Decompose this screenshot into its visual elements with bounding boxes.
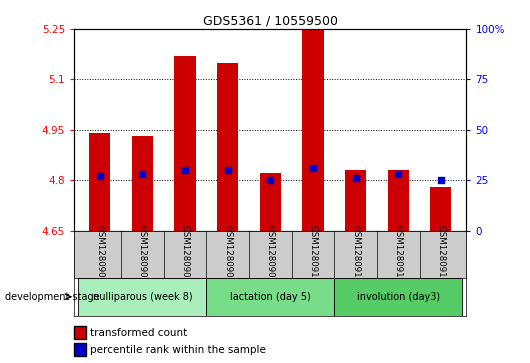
Bar [89, 133, 110, 231]
Text: GSM1280906: GSM1280906 [138, 225, 147, 283]
Text: GSM1280907: GSM1280907 [181, 225, 190, 283]
Text: GSM1280909: GSM1280909 [266, 225, 275, 283]
Bar [78, 278, 206, 316]
Point [95, 173, 104, 179]
Bar [302, 29, 324, 231]
Text: development stage: development stage [5, 291, 100, 302]
Point [308, 165, 317, 171]
Bar [260, 174, 281, 231]
Point [351, 175, 360, 181]
Bar [206, 278, 334, 316]
Bar [217, 62, 238, 231]
Text: GSM1280910: GSM1280910 [308, 225, 317, 283]
Text: lactation (day 5): lactation (day 5) [230, 292, 311, 302]
Text: involution (day3): involution (day3) [357, 292, 440, 302]
Point [181, 167, 189, 173]
Point [266, 177, 275, 183]
Point [138, 171, 147, 177]
Text: transformed count: transformed count [90, 327, 187, 338]
Bar [132, 136, 153, 231]
Text: nulliparous (week 8): nulliparous (week 8) [93, 292, 192, 302]
Text: GSM1280905: GSM1280905 [95, 225, 104, 283]
Point [224, 167, 232, 173]
Text: percentile rank within the sample: percentile rank within the sample [90, 344, 266, 355]
Bar [345, 170, 366, 231]
Bar [430, 187, 452, 231]
Text: GSM1280912: GSM1280912 [394, 225, 403, 283]
Point [394, 171, 402, 177]
Bar [174, 56, 196, 231]
Text: GSM1280908: GSM1280908 [223, 225, 232, 283]
Text: GSM1280911: GSM1280911 [351, 225, 360, 283]
Bar [334, 278, 462, 316]
Bar [387, 170, 409, 231]
Title: GDS5361 / 10559500: GDS5361 / 10559500 [203, 15, 338, 28]
Point [437, 177, 445, 183]
Text: GSM1280913: GSM1280913 [436, 225, 445, 283]
